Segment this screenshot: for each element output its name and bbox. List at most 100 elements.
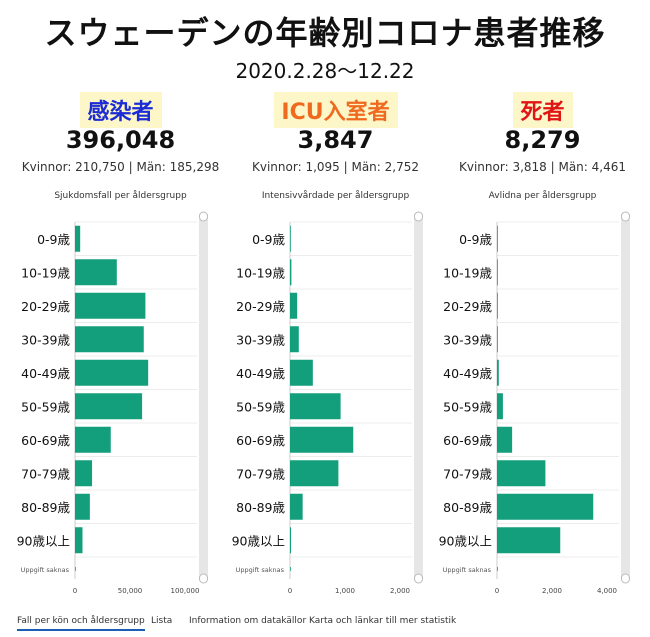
category-label: 10-19歳 — [443, 265, 492, 280]
category-label: 20-29歳 — [21, 299, 70, 314]
chart-title-cases: Sjukdomsfall per åldersgrupp — [54, 191, 187, 201]
category-label: Uppgift saknas — [236, 566, 285, 574]
bar — [75, 259, 117, 286]
bar — [75, 493, 90, 520]
category-label: 50-59歳 — [236, 399, 285, 414]
category-label: 30-39歳 — [236, 332, 285, 347]
tab-bar: Fall per kön och åldersgrupp Lista Infor… — [15, 612, 645, 632]
bar — [290, 493, 303, 520]
category-label: 70-79歳 — [21, 466, 70, 481]
panel-icu: ICU入室者 3,847 Kvinnor: 1,095 | Män: 2,752… — [232, 90, 438, 595]
x-tick-label: 50,000 — [118, 587, 143, 595]
bar — [497, 259, 498, 286]
chart-cases: 0-9歳 10-19歳 20-29歳 30-39歳 40-49歳 50-59歳 60-69歳… — [17, 211, 208, 595]
bar — [75, 567, 76, 571]
bar — [75, 292, 146, 319]
x-tick-label: 0 — [495, 587, 499, 595]
bar — [290, 393, 341, 420]
bar — [75, 393, 143, 420]
category-label: 90歳以上 — [232, 533, 285, 548]
x-tick-label: 0 — [73, 587, 77, 595]
scrollbar-track — [414, 212, 423, 583]
bar — [75, 225, 81, 252]
category-label: 0-9歳 — [252, 232, 285, 247]
total-cases: 396,048 — [65, 126, 176, 154]
scrollbar-track — [621, 212, 630, 583]
category-label: 80-89歳 — [443, 500, 492, 515]
category-label: 20-29歳 — [236, 299, 285, 314]
bar — [497, 292, 498, 319]
bar — [75, 359, 149, 386]
bar — [497, 567, 498, 571]
bar — [290, 292, 298, 319]
bar — [497, 225, 498, 252]
bar — [497, 393, 503, 420]
total-icu: 3,847 — [297, 126, 374, 154]
category-label: 0-9歳 — [37, 232, 70, 247]
category-label: 60-69歳 — [443, 433, 492, 448]
category-label: 70-79歳 — [236, 466, 285, 481]
bar — [75, 527, 83, 554]
bar — [497, 426, 513, 453]
category-label: 30-39歳 — [443, 332, 492, 347]
bar — [75, 326, 144, 353]
bar — [290, 359, 313, 386]
category-label: 40-49歳 — [236, 366, 285, 381]
bar — [290, 225, 291, 252]
x-tick-label: 1,000 — [335, 587, 355, 595]
scrollbar-handle-top — [199, 211, 208, 222]
bar — [497, 359, 499, 386]
tab-karta[interactable]: Karta och länkar till mer statistik — [309, 616, 457, 626]
x-tick-label: 4,000 — [597, 587, 617, 595]
x-tick-label: 0 — [288, 587, 292, 595]
category-label: 70-79歳 — [443, 466, 492, 481]
total-deaths: 8,279 — [504, 126, 581, 154]
chart-deaths: 0-9歳 10-19歳 20-29歳 30-39歳 40-49歳 50-59歳 60-69歳… — [439, 211, 630, 595]
chart-title-deaths: Avlidna per åldersgrupp — [488, 191, 597, 201]
tab-information[interactable]: Information om datakällor — [189, 616, 307, 626]
category-label: Uppgift saknas — [21, 566, 70, 574]
scrollbar-track — [199, 212, 208, 583]
gender-split-cases: Kvinnor: 210,750 | Män: 185,298 — [21, 160, 220, 174]
bar — [290, 527, 291, 554]
gender-split-deaths: Kvinnor: 3,818 | Män: 4,461 — [459, 160, 626, 174]
category-label: 60-69歳 — [21, 433, 70, 448]
category-label: 80-89歳 — [21, 500, 70, 515]
bar — [497, 326, 498, 353]
bar — [290, 460, 339, 487]
chart-icu: 0-9歳 10-19歳 20-29歳 30-39歳 40-49歳 50-59歳 60-69歳… — [232, 211, 423, 595]
bar — [290, 567, 291, 571]
panel-label-icu: ICU入室者 — [273, 92, 398, 128]
scrollbar-handle-bottom — [414, 573, 423, 584]
bar — [497, 493, 594, 520]
x-tick-label: 2,000 — [542, 587, 562, 595]
scrollbar-handle-bottom — [621, 573, 630, 584]
category-label: 40-49歳 — [443, 366, 492, 381]
category-label: 80-89歳 — [236, 500, 285, 515]
tab-lista[interactable]: Lista — [151, 616, 173, 626]
tab-fall-per-kon[interactable]: Fall per kön och åldersgrupp — [17, 616, 145, 631]
bar — [75, 460, 93, 487]
panel-cases: 感染者 396,048 Kvinnor: 210,750 | Män: 185,… — [17, 90, 223, 595]
panel-label-cases: 感染者 — [79, 92, 162, 128]
bar — [75, 426, 111, 453]
category-label: 60-69歳 — [236, 433, 285, 448]
category-label: 50-59歳 — [21, 399, 70, 414]
x-tick-label: 2,000 — [390, 587, 410, 595]
category-label: 10-19歳 — [21, 265, 70, 280]
date-range: 2020.2.28〜12.22 — [235, 59, 415, 83]
category-label: 0-9歳 — [459, 232, 492, 247]
panel-deaths: 死者 8,279 Kvinnor: 3,818 | Män: 4,461 Avl… — [439, 90, 645, 595]
category-label: 40-49歳 — [21, 366, 70, 381]
bar — [290, 426, 354, 453]
category-label: 30-39歳 — [21, 332, 70, 347]
bar — [290, 259, 292, 286]
bar — [497, 460, 546, 487]
scrollbar-handle-top — [414, 211, 423, 222]
category-label: 20-29歳 — [443, 299, 492, 314]
x-tick-label: 100,000 — [171, 587, 200, 595]
category-label: 50-59歳 — [443, 399, 492, 414]
category-label: 10-19歳 — [236, 265, 285, 280]
category-label: 90歳以上 — [439, 533, 492, 548]
page-title: スウェーデンの年齢別コロナ患者推移 — [44, 14, 606, 52]
